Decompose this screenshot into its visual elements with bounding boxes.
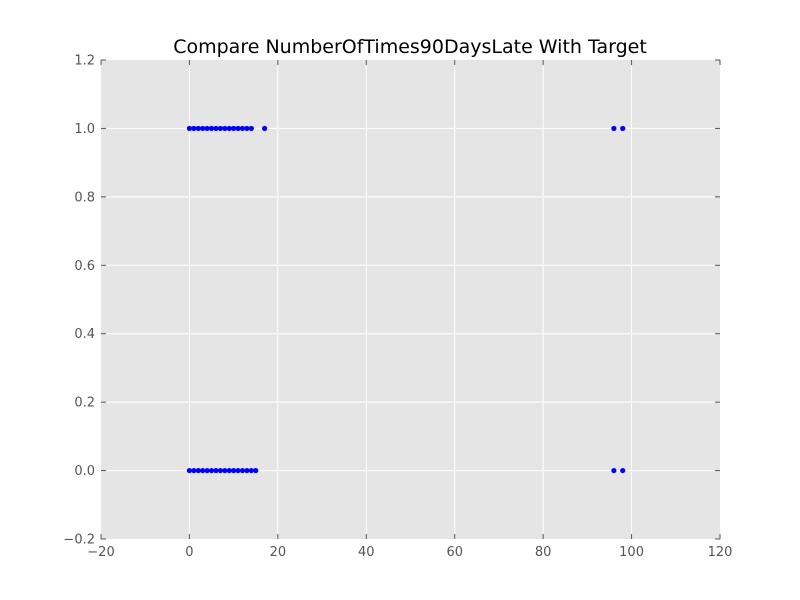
data-point bbox=[213, 467, 219, 474]
data-point bbox=[248, 467, 254, 474]
data-point bbox=[204, 125, 210, 132]
data-point bbox=[226, 467, 232, 474]
data-point bbox=[200, 125, 206, 132]
data-point bbox=[195, 467, 201, 474]
data-point bbox=[226, 125, 232, 132]
chart-title: Compare NumberOfTimes90DaysLate With Tar… bbox=[173, 36, 647, 58]
data-point bbox=[620, 125, 626, 132]
x-tick-label: 40 bbox=[358, 545, 375, 560]
y-tick-label: 1.0 bbox=[74, 122, 95, 137]
data-point bbox=[217, 125, 223, 132]
y-tick-label: 1.2 bbox=[74, 54, 95, 69]
data-points bbox=[186, 125, 626, 474]
tick-labels: −20 0 20 40 60 80 100 120 −0.2 0.0 0.2 0.4 0.6 0.8 1.0… bbox=[63, 54, 732, 561]
data-point bbox=[222, 467, 228, 474]
y-tick-label: 0.0 bbox=[74, 464, 95, 479]
data-point bbox=[195, 125, 201, 132]
data-point bbox=[235, 467, 241, 474]
x-tick-label: 120 bbox=[708, 545, 733, 560]
data-point bbox=[611, 125, 617, 132]
x-tick-label: 80 bbox=[535, 545, 552, 560]
data-point bbox=[239, 125, 246, 132]
data-point bbox=[191, 125, 197, 132]
data-point bbox=[253, 467, 259, 474]
y-tick-label: 0.8 bbox=[74, 190, 95, 205]
data-point bbox=[186, 467, 193, 474]
y-tick-label: 0.6 bbox=[74, 259, 95, 274]
y-tick-label: 0.4 bbox=[74, 327, 95, 342]
data-point bbox=[204, 467, 210, 474]
data-point bbox=[261, 125, 268, 132]
x-tick-label: 100 bbox=[619, 545, 644, 560]
x-tick-label: 20 bbox=[270, 545, 287, 560]
data-point bbox=[217, 467, 223, 474]
data-point bbox=[186, 125, 193, 132]
data-point bbox=[231, 125, 237, 132]
data-point bbox=[248, 125, 254, 132]
y-tick-label: −0.2 bbox=[63, 533, 95, 548]
x-tick-label: −20 bbox=[87, 545, 114, 560]
data-point bbox=[620, 467, 626, 474]
data-point bbox=[222, 125, 228, 132]
y-tick-label: 0.2 bbox=[74, 396, 95, 411]
data-point bbox=[244, 467, 250, 474]
data-point bbox=[208, 467, 215, 474]
data-point bbox=[200, 467, 206, 474]
data-point bbox=[213, 125, 219, 132]
data-point bbox=[611, 467, 617, 474]
x-tick-label: 0 bbox=[185, 545, 193, 560]
data-point bbox=[191, 467, 197, 474]
data-point bbox=[244, 125, 250, 132]
data-point bbox=[208, 125, 215, 132]
x-tick-label: 60 bbox=[446, 545, 463, 560]
data-point bbox=[239, 467, 246, 474]
data-point bbox=[235, 125, 241, 132]
data-point bbox=[231, 467, 237, 474]
axis-ticks bbox=[100, 59, 721, 540]
plot-area bbox=[101, 60, 720, 539]
